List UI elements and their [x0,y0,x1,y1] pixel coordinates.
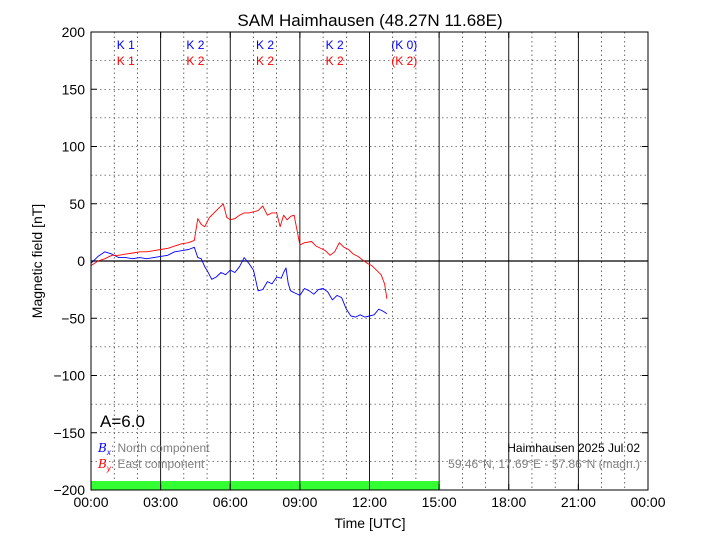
data-coverage-bar [91,481,440,490]
series-line-by [90,203,388,299]
x-tick-label: 06:00 [213,494,248,510]
y-tick-label: 200 [62,24,86,40]
k-index-by: K 2 [186,54,204,68]
x-axis-label: Time [UTC] [334,515,405,531]
chart-title: SAM Haimhausen (48.27N 11.68E) [237,11,502,30]
series-line-bx [90,246,388,318]
k-index-by: K 1 [117,54,135,68]
x-tick-label: 03:00 [143,494,178,510]
y-tick-label: −100 [53,368,85,384]
y-tick-label: 100 [62,139,86,155]
k-index-bx: K 2 [326,38,344,52]
x-tick-label: 00:00 [630,494,665,510]
legend-by: By: East component [97,457,205,473]
series-lines [90,203,388,318]
legend-by-sub: y [106,464,112,473]
x-axis-ticks: 00:00 03:00 06:00 09:00 12:00 15:00 18:00 21:00… [73,32,666,510]
station-info: Haimhausen 2025 Jul 02 [507,441,640,455]
k-index-bx: K 2 [186,38,204,52]
a-index-value: A=6.0 [100,412,145,431]
legend-bx: Bx: North component [97,441,210,457]
x-tick-label: 12:00 [352,494,387,510]
data-coverage-bar-group [91,481,440,490]
y-tick-label: −50 [61,310,85,326]
y-tick-label: −150 [53,425,85,441]
coordinate-info: 59.46°N, 17.69°E - 57.86°N (magn.) [448,457,640,471]
legend-by-text: : East component [111,457,205,471]
y-tick-label: −200 [53,482,85,498]
y-tick-label: 50 [69,196,85,212]
y-tick-label: 150 [62,81,86,97]
k-index-bx: K 2 [256,38,274,52]
k-index-by: K 2 [256,54,274,68]
y-axis-label: Magnetic field [nT] [29,204,45,318]
x-tick-label: 09:00 [282,494,317,510]
k-index-bx: K 1 [117,38,135,52]
y-tick-label: 0 [77,253,85,269]
x-tick-label: 15:00 [422,494,457,510]
y-axis-ticks: 200 150 100 50 0 −50 −100 −150 −200 [53,24,648,498]
x-tick-label: 21:00 [561,494,596,510]
legend-bx-symbol: B [97,441,107,455]
legend-by-symbol: B [97,457,107,471]
x-tick-label: 00:00 [73,494,108,510]
k-index-labels: K 1 K 1 K 2 K 2 K 2 K 2 K 2 K 2 (K 0) (K 2) [117,38,418,68]
legend-bx-text: : North component [111,441,210,455]
k-index-bx: (K 0) [391,38,417,52]
x-tick-label: 18:00 [491,494,526,510]
grid [91,32,648,490]
k-index-by: (K 2) [391,54,417,68]
legend-bx-sub: x [106,448,112,457]
k-index-by: K 2 [326,54,344,68]
